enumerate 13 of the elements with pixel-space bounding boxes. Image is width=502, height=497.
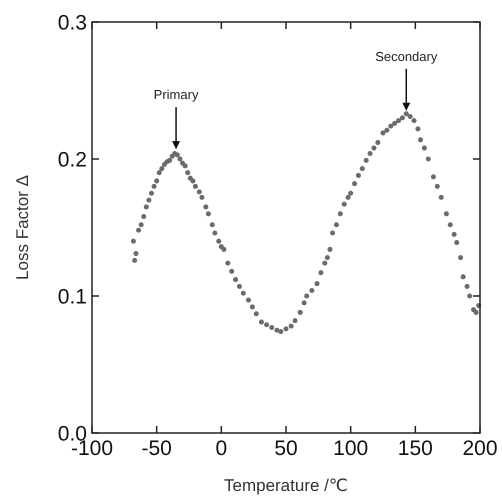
annotation: Secondary bbox=[375, 48, 438, 64]
y-tick-label: 0.1 bbox=[58, 285, 87, 308]
x-tick-label: 150 bbox=[398, 437, 433, 460]
y-tick-label: 0.2 bbox=[58, 148, 87, 172]
x-tick-label: 200 bbox=[462, 437, 498, 460]
x-tick-label: 100 bbox=[333, 437, 368, 460]
x-tick-label: 50 bbox=[274, 437, 298, 460]
y-axis-title: Loss Factor Δ bbox=[13, 175, 32, 280]
x-tick-label: -50 bbox=[141, 437, 172, 460]
annotation: Primary bbox=[154, 87, 199, 102]
x-tick-label: 0 bbox=[215, 437, 228, 460]
x-axis-title: Temperature /℃ bbox=[224, 476, 348, 495]
y-tick-label: 0.3 bbox=[58, 11, 87, 34]
